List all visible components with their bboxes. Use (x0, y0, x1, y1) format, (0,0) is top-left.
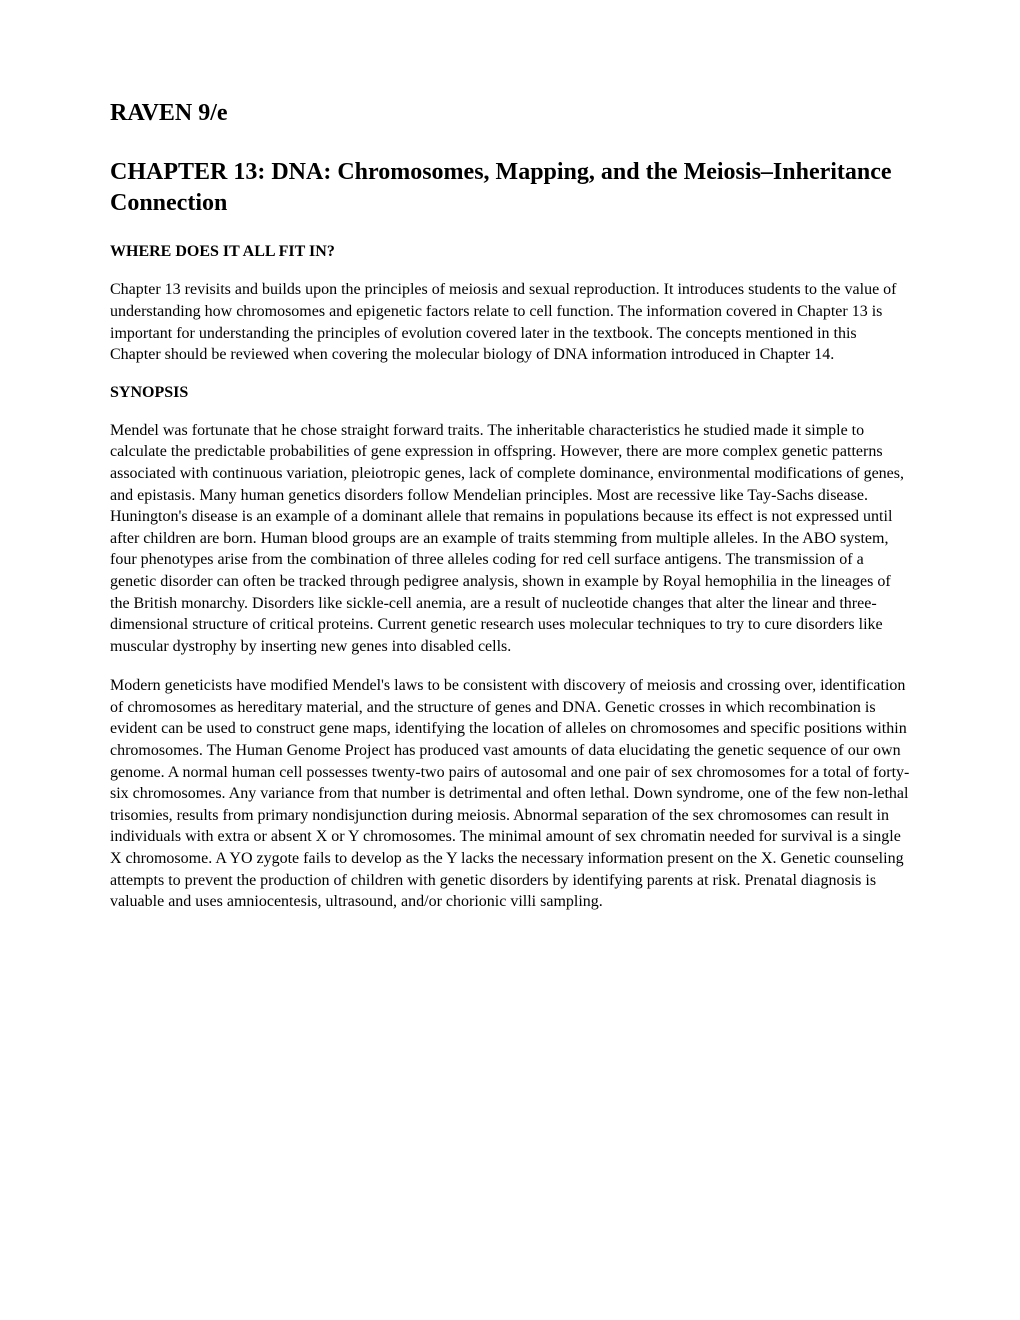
document-page: RAVEN 9/e CHAPTER 13: DNA: Chromosomes, … (0, 0, 1020, 1011)
book-title: RAVEN 9/e (110, 100, 910, 127)
synopsis-paragraph-2: Modern geneticists have modified Mendel'… (110, 675, 910, 913)
synopsis-paragraph-1: Mendel was fortunate that he chose strai… (110, 420, 910, 658)
intro-paragraph: Chapter 13 revisits and builds upon the … (110, 279, 910, 365)
section-heading-fit: WHERE DOES IT ALL FIT IN? (110, 243, 910, 261)
chapter-title: CHAPTER 13: DNA: Chromosomes, Mapping, a… (110, 157, 910, 219)
section-heading-synopsis: SYNOPSIS (110, 384, 910, 402)
